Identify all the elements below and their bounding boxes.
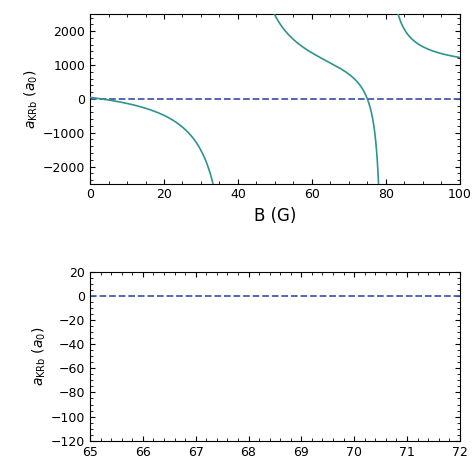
X-axis label: B (G): B (G) — [254, 207, 296, 225]
Y-axis label: $a_{\rm KRb}\ (a_0)$: $a_{\rm KRb}\ (a_0)$ — [31, 327, 48, 386]
Y-axis label: $a_{\rm KRb}\ (a_0)$: $a_{\rm KRb}\ (a_0)$ — [23, 69, 40, 128]
